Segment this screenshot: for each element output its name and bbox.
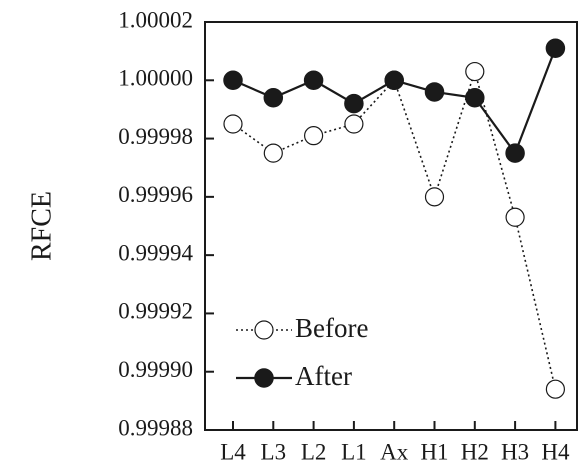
x-tick-label: L3 [261,439,287,464]
data-point-before [304,126,324,146]
data-point-before [424,187,445,207]
y-tick-label: 0.99998 [118,124,193,149]
series-after [223,38,566,163]
data-point-after [303,70,324,91]
data-point-before [545,379,566,399]
x-tick-label: H3 [501,439,529,464]
x-tick-label: L2 [301,439,327,464]
legend-item-after: After [236,361,352,391]
y-axis-label: RFCE [26,191,57,261]
y-tick-label: 1.00002 [118,7,193,32]
y-tick-label: 0.99992 [118,299,193,324]
y-tick-label: 1.00000 [118,66,193,91]
legend-label: Before [295,313,368,343]
x-tick-label: L4 [220,439,246,464]
series-line-before [232,68,557,390]
data-point-after [223,70,243,91]
legend-item-before: Before [236,313,368,343]
x-tick-label: Ax [380,439,409,464]
y-tick-label: 0.99988 [118,415,193,440]
x-tick-label: H1 [420,439,448,464]
data-point-before [465,61,485,82]
data-point-after [344,93,364,114]
data-point-before [344,114,364,134]
data-point-after [263,88,284,108]
series-before [223,61,566,399]
legend-marker [254,368,274,388]
plot-area [204,21,578,431]
y-axis: 0.99988 0.99990 0.99992 0.99994 0.99996 0.999… [118,7,214,440]
plot-frame [204,21,578,431]
data-point-after [545,38,566,58]
series-layer [223,38,566,399]
data-point-after [505,143,525,163]
data-point-after [424,82,445,102]
data-point-before [263,143,283,163]
data-point-after [465,88,485,108]
y-tick-label: 0.99994 [118,240,193,265]
y-tick-label: 0.99996 [118,182,193,207]
x-tick-label: L1 [341,439,367,464]
legend: Before After [236,313,368,391]
legend-label: After [295,361,352,391]
y-tick-label: 0.99990 [118,357,193,382]
x-tick-label: H4 [541,439,570,464]
data-point-after [384,70,404,91]
x-axis: L4 L3 L2 L1 Ax H1 H2 H3 H4 [220,421,570,464]
data-point-before [223,114,243,134]
legend-marker [254,320,274,340]
data-point-before [505,207,525,227]
x-tick-label: H2 [461,439,489,464]
